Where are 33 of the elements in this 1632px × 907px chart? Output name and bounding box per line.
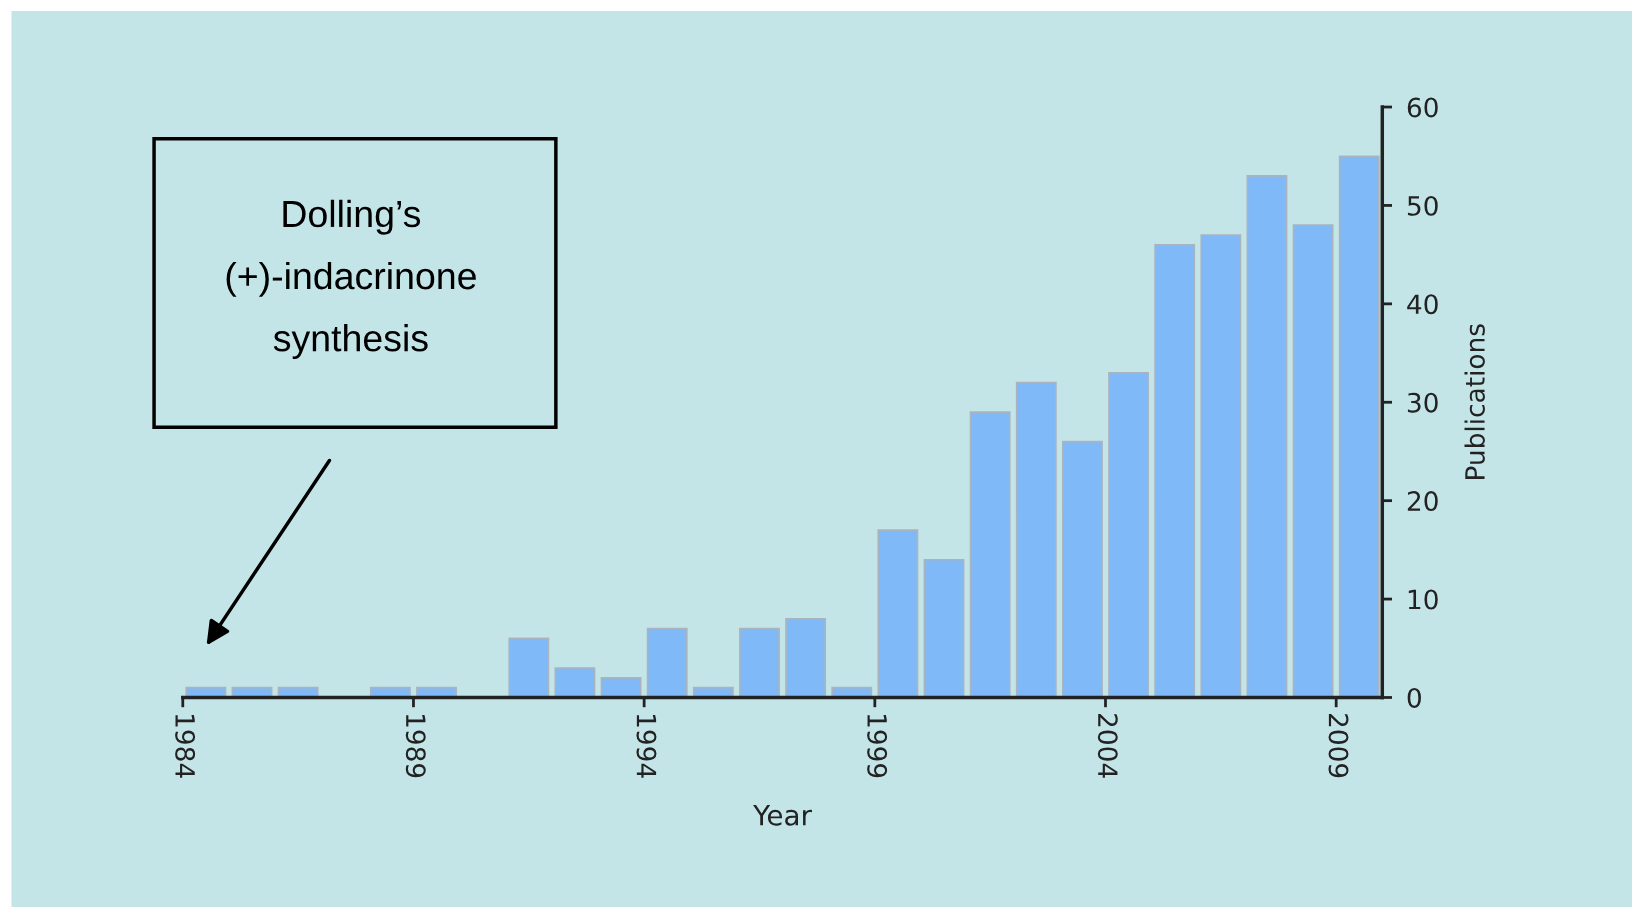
bar	[600, 676, 642, 698]
bar	[1154, 243, 1196, 698]
bar	[508, 637, 550, 698]
bar	[969, 411, 1011, 698]
x-axis-title: Year	[753, 805, 812, 826]
y-tick-label: 0	[1407, 687, 1421, 708]
bar	[923, 558, 965, 698]
y-tick-label: 20	[1407, 491, 1438, 512]
x-tick-label: 1989	[405, 714, 426, 778]
bar	[1338, 155, 1380, 698]
bar	[646, 627, 688, 698]
bar	[739, 627, 780, 698]
annotation: Dolling’s (+)-indacrinone synthesis	[226, 199, 476, 359]
bar	[1015, 381, 1057, 698]
y-tick-label: 30	[1407, 392, 1438, 413]
y-axis-title: Publications	[1464, 324, 1485, 479]
bar	[1061, 440, 1103, 698]
x-tick-label: 1994	[636, 714, 657, 778]
bar	[785, 617, 827, 698]
x-tick-label: 1984	[175, 714, 196, 778]
y-tick-label: 10	[1408, 589, 1438, 610]
bar	[1246, 175, 1288, 698]
bar	[554, 667, 596, 698]
bar	[1200, 234, 1242, 698]
bar	[1108, 371, 1150, 698]
y-tick-label: 50	[1407, 195, 1438, 216]
x-tick-label: 1999	[867, 714, 888, 778]
x-tick-label: 2004	[1097, 714, 1118, 778]
bar	[877, 529, 919, 698]
x-tick-label: 2009	[1328, 714, 1349, 778]
y-tick-label: 60	[1407, 97, 1438, 118]
y-tick-label: 40	[1407, 294, 1438, 315]
bar	[1292, 224, 1334, 698]
